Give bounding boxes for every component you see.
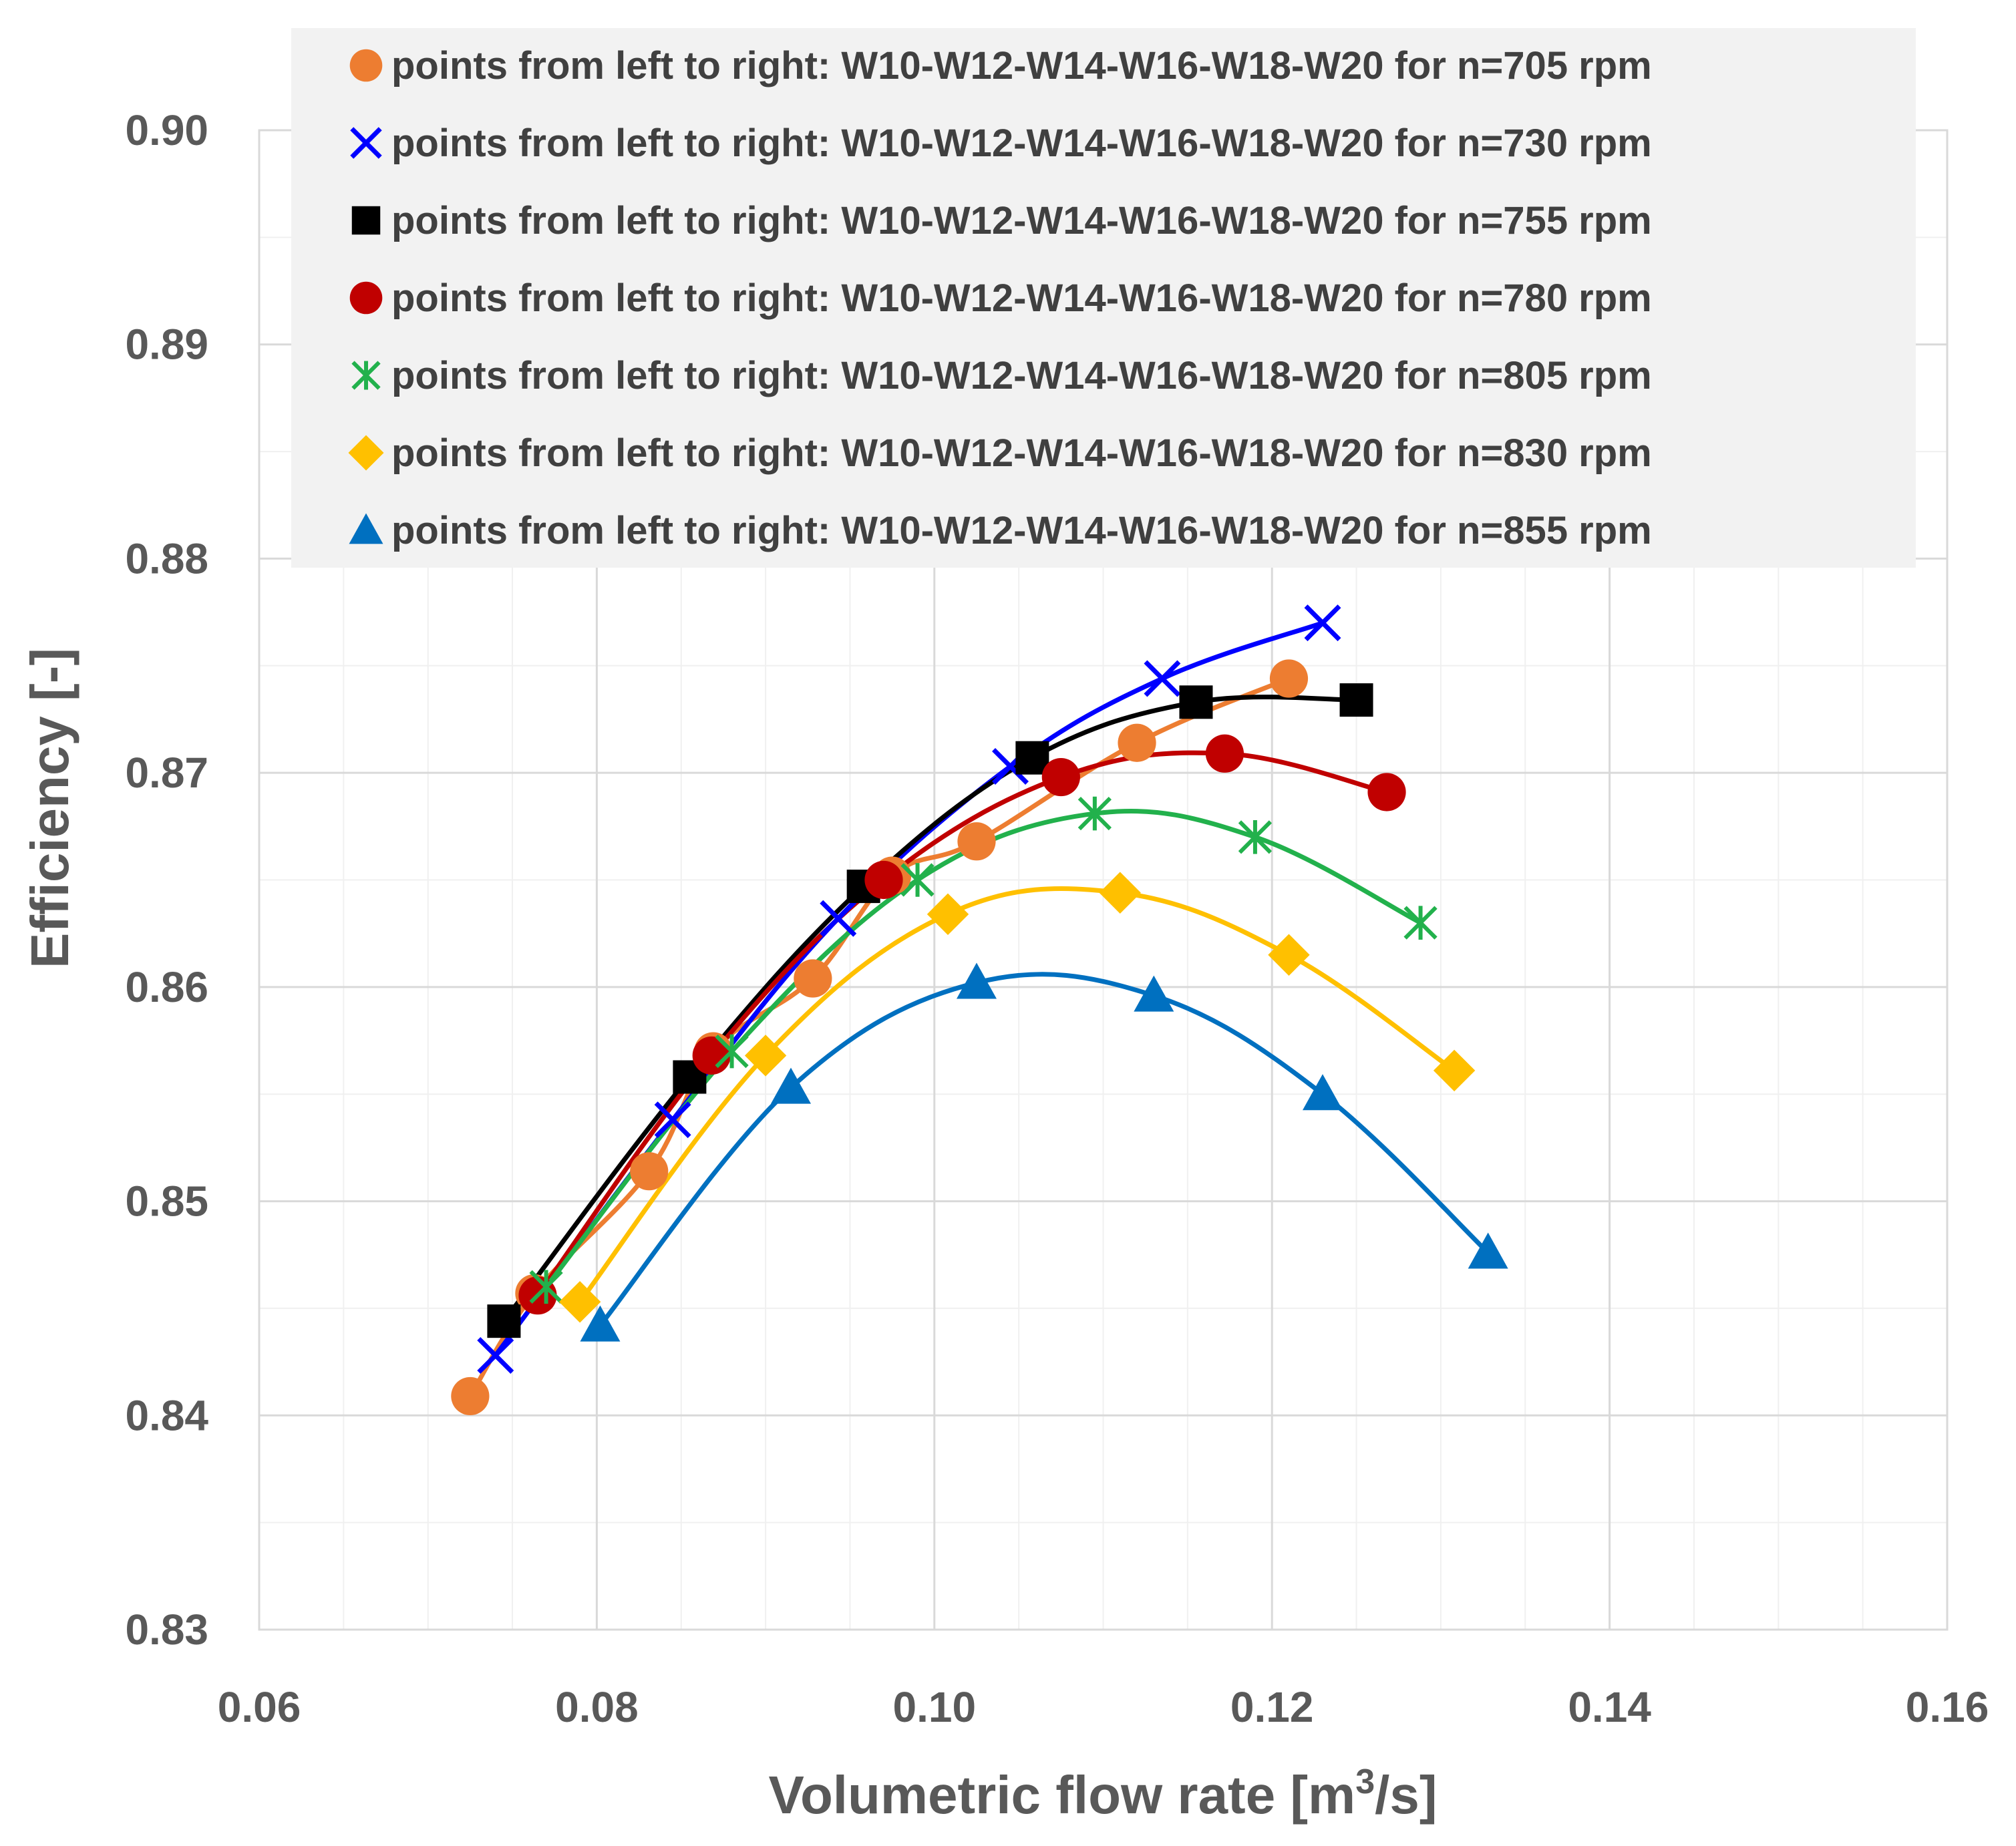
data-point-series-6 [1099, 872, 1141, 914]
data-point-series-5 [1403, 906, 1438, 940]
legend-marker [349, 49, 383, 82]
data-point-series-1 [630, 1152, 669, 1191]
legend-label: points from left to right: W10-W12-W14-W… [391, 122, 1652, 165]
x-tick-label: 0.10 [893, 1683, 977, 1731]
data-point-series-1 [794, 959, 832, 998]
y-tick-label: 0.84 [125, 1391, 208, 1439]
data-point-series-2 [1144, 660, 1181, 697]
data-point-series-6 [927, 893, 969, 936]
legend-item: points from left to right: W10-W12-W14-W… [349, 509, 1652, 552]
data-point-series-3 [1179, 685, 1213, 719]
x-axis-title: Volumetric flow rate [m3/s] [769, 1763, 1438, 1825]
data-point-series-5 [900, 863, 935, 897]
data-point-series-5 [1238, 820, 1273, 854]
series-line-6 [577, 886, 1457, 1304]
x-tick-label: 0.08 [555, 1683, 639, 1731]
data-point-series-6 [1433, 1049, 1476, 1092]
x-tick-label: 0.16 [1906, 1683, 1989, 1731]
x-tick-label: 0.12 [1230, 1683, 1314, 1731]
legend: points from left to right: W10-W12-W14-W… [291, 28, 1916, 568]
data-point-series-4 [692, 1036, 731, 1075]
data-point-series-2 [654, 1101, 691, 1139]
x-tick-label: 0.06 [218, 1683, 301, 1731]
legend-item: points from left to right: W10-W12-W14-W… [351, 354, 1652, 397]
data-point-series-1 [957, 822, 996, 861]
data-point-series-5 [715, 1034, 749, 1069]
legend-label: points from left to right: W10-W12-W14-W… [391, 276, 1652, 320]
data-point-series-7 [1134, 975, 1174, 1012]
legend-marker [351, 361, 381, 390]
data-point-series-4 [1367, 773, 1406, 811]
data-point-series-4 [864, 860, 903, 900]
legend-item: points from left to right: W10-W12-W14-W… [349, 276, 1652, 320]
legend-label: points from left to right: W10-W12-W14-W… [391, 509, 1652, 552]
y-axis-title: Efficiency [-] [20, 648, 79, 968]
legend-marker [349, 513, 383, 544]
x-axis-title-superscript: 3 [1355, 1763, 1375, 1801]
legend-item: points from left to right: W10-W12-W14-W… [351, 199, 1652, 242]
data-point-series-7 [580, 1305, 621, 1342]
data-point-series-3 [1015, 741, 1049, 775]
data-point-series-2 [1304, 604, 1341, 642]
x-axis-tick-labels: 0.06 0.08 0.10 0.12 0.14 0.16 [218, 1683, 1989, 1731]
legend-item: points from left to right: W10-W12-W14-W… [350, 122, 1652, 165]
data-point-series-7 [1303, 1074, 1343, 1111]
data-point-series-5 [1077, 796, 1112, 831]
data-point-series-3 [487, 1304, 521, 1338]
y-tick-label: 0.90 [125, 106, 208, 154]
legend-marker [348, 435, 384, 471]
y-tick-label: 0.88 [125, 534, 208, 582]
y-tick-label: 0.86 [125, 963, 208, 1011]
data-point-series-4 [1041, 757, 1080, 797]
data-point-series-4 [1205, 734, 1244, 773]
series-markers [451, 604, 1508, 1416]
x-axis-title-tail: /s] [1375, 1765, 1437, 1825]
legend-label: points from left to right: W10-W12-W14-W… [391, 354, 1652, 397]
legend-marker [350, 127, 382, 159]
legend-label: points from left to right: W10-W12-W14-W… [391, 431, 1652, 475]
data-point-series-6 [558, 1281, 601, 1323]
data-point-series-7 [956, 962, 997, 999]
y-axis-tick-labels: 0.83 0.84 0.85 0.86 0.87 0.88 0.89 0.90 [125, 106, 208, 1654]
legend-box [291, 28, 1916, 568]
legend-marker [349, 281, 383, 315]
data-point-series-1 [1269, 659, 1309, 698]
data-point-series-2 [820, 900, 857, 937]
data-point-series-7 [771, 1067, 812, 1104]
data-point-series-5 [529, 1270, 563, 1304]
data-point-series-1 [1118, 723, 1156, 762]
data-point-series-6 [744, 1035, 787, 1077]
legend-marker [351, 206, 381, 235]
x-axis-title-main: Volumetric flow rate [m [769, 1765, 1356, 1825]
data-point-series-7 [1468, 1232, 1508, 1269]
legend-item: points from left to right: W10-W12-W14-W… [349, 44, 1652, 87]
data-point-series-3 [1339, 683, 1373, 717]
y-tick-label: 0.87 [125, 749, 208, 797]
y-tick-label: 0.85 [125, 1177, 208, 1226]
data-point-series-1 [451, 1376, 490, 1416]
legend-item: points from left to right: W10-W12-W14-W… [348, 431, 1652, 475]
x-tick-label: 0.14 [1568, 1683, 1651, 1731]
legend-label: points from left to right: W10-W12-W14-W… [391, 44, 1652, 87]
data-point-series-2 [477, 1337, 514, 1374]
series-line-7 [597, 972, 1491, 1328]
legend-label: points from left to right: W10-W12-W14-W… [391, 199, 1652, 242]
y-tick-label: 0.89 [125, 321, 208, 369]
data-point-series-6 [1268, 934, 1310, 976]
y-tick-label: 0.83 [125, 1606, 208, 1654]
